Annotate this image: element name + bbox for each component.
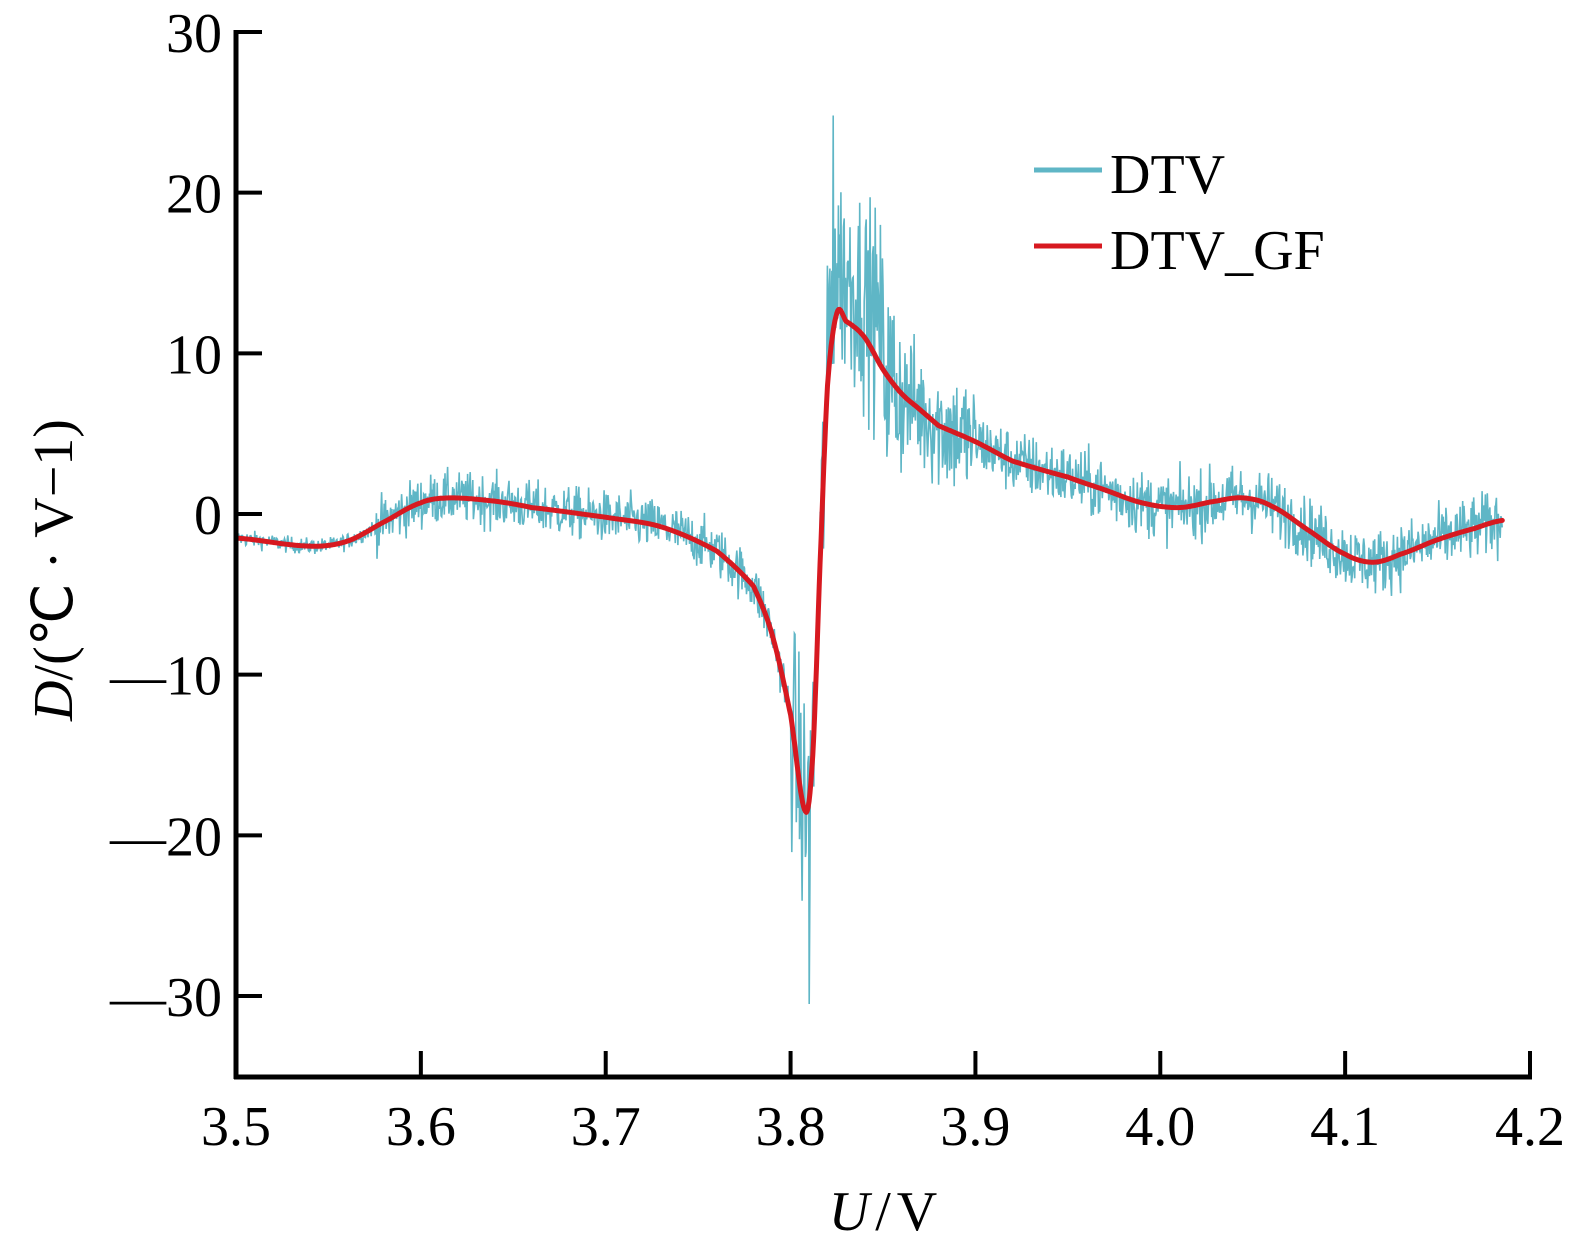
x-tick-label: 4.1 bbox=[1310, 1096, 1380, 1158]
x-tick-label: 4.2 bbox=[1495, 1096, 1565, 1158]
legend-label-dtv: DTV bbox=[1110, 144, 1225, 206]
x-axis-title-var: U bbox=[829, 1181, 873, 1243]
x-tick-label: 3.9 bbox=[940, 1096, 1010, 1158]
legend-label-dtv-gf: DTV_GF bbox=[1110, 220, 1325, 282]
plot-area bbox=[233, 115, 1505, 1005]
axes bbox=[233, 30, 1532, 1080]
y-ticks: 30 20 10 0 —10 —20 —30 bbox=[109, 3, 262, 1029]
y-tick-label: 0 bbox=[194, 485, 222, 547]
y-axis-title-sep: / bbox=[23, 664, 85, 680]
x-tick-label: 3.5 bbox=[201, 1096, 271, 1158]
y-tick-label: 30 bbox=[166, 3, 222, 65]
y-axis-title-unit: (℃ · V−1) bbox=[23, 419, 85, 665]
legend: DTV DTV_GF bbox=[1034, 144, 1325, 282]
y-axis-title: D/(℃ · V−1) bbox=[23, 419, 85, 722]
y-tick-label: —10 bbox=[109, 646, 222, 708]
x-tick-label: 3.7 bbox=[571, 1096, 641, 1158]
y-tick-label: 20 bbox=[166, 164, 222, 226]
x-axis-title: U / V bbox=[829, 1181, 937, 1243]
x-tick-label: 3.6 bbox=[386, 1096, 456, 1158]
x-tick-label: 3.8 bbox=[756, 1096, 826, 1158]
y-tick-label: —20 bbox=[109, 806, 222, 868]
x-ticks: 3.5 3.6 3.7 3.8 3.9 4.0 4.1 4.2 bbox=[201, 1051, 1565, 1158]
x-tick-label: 4.0 bbox=[1125, 1096, 1195, 1158]
series-dtv-gf-line bbox=[233, 306, 1505, 815]
series-dtv-line bbox=[235, 115, 1503, 1005]
y-tick-label: 10 bbox=[166, 324, 222, 386]
y-axis-title-var: D bbox=[23, 680, 85, 721]
y-tick-label: —30 bbox=[109, 967, 222, 1029]
x-axis-title-unit: V bbox=[897, 1181, 937, 1243]
x-axis-title-sep: / bbox=[875, 1181, 891, 1243]
